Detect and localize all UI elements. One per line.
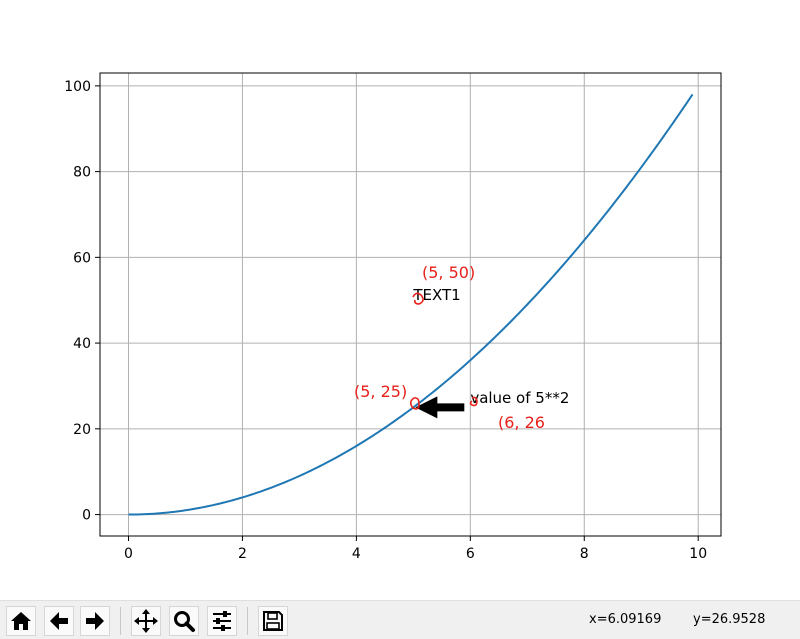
floppy-disk-icon <box>263 611 283 631</box>
top-strip <box>0 0 260 1</box>
x-tick-label: 10 <box>689 546 707 562</box>
cursor-x-readout: x=6.09169 <box>589 612 662 627</box>
handwritten-note-6-26: (6, 26 <box>498 413 545 432</box>
handwritten-circle-arrow-tail <box>469 396 478 407</box>
figure-canvas: 0 2 4 6 8 10 0 20 40 60 80 100 TEXT1 value of 5**2… <box>64 72 722 562</box>
y-tick-label: 20 <box>73 422 91 438</box>
arrow-right-icon <box>86 612 104 630</box>
back-button[interactable] <box>44 606 74 636</box>
home-button[interactable] <box>6 606 36 636</box>
navigation-toolbar <box>0 600 800 639</box>
y-tick-label: 100 <box>64 79 91 95</box>
toolbar-separator <box>247 607 248 635</box>
handwritten-note-5-25: (5, 25) <box>354 382 407 401</box>
grid <box>100 73 721 536</box>
annotation-arrow-head <box>415 396 438 419</box>
move-icon <box>134 609 158 633</box>
y-tick-label: 60 <box>73 250 91 266</box>
y-axis-ticks: 0 20 40 60 80 100 <box>64 79 100 524</box>
handwritten-marks <box>409 292 478 410</box>
y-tick-label: 0 <box>82 508 91 524</box>
handwritten-circle-text1 <box>412 292 424 305</box>
annotation-arrow <box>415 396 465 419</box>
toolbar-separator <box>120 607 121 635</box>
x-tick-label: 0 <box>124 546 133 562</box>
x-tick-label: 4 <box>352 546 361 562</box>
configure-subplots-button[interactable] <box>207 606 237 636</box>
annotation-value-of-5-squared: value of 5**2 <box>470 389 569 407</box>
axes-frame <box>99 72 722 537</box>
forward-button[interactable] <box>80 606 110 636</box>
save-button[interactable] <box>258 606 288 636</box>
x-tick-label: 6 <box>466 546 475 562</box>
x-tick-label: 8 <box>580 546 589 562</box>
arrow-left-icon <box>50 612 68 630</box>
cursor-y-readout: y=26.9528 <box>693 612 766 627</box>
annotation-text1: TEXT1 <box>412 286 460 304</box>
home-icon <box>11 612 31 630</box>
series-line <box>128 93 694 516</box>
y-tick-label: 80 <box>73 165 91 181</box>
x-axis-ticks: 0 2 4 6 8 10 <box>124 536 707 562</box>
handwritten-circle-arrow-tip <box>409 397 420 410</box>
magnifier-icon <box>174 611 195 632</box>
zoom-button[interactable] <box>169 606 199 636</box>
pan-button[interactable] <box>131 606 161 636</box>
x-tick-label: 2 <box>238 546 247 562</box>
sliders-icon <box>213 611 231 631</box>
y-tick-label: 40 <box>73 336 91 352</box>
handwritten-note-5-50: (5, 50) <box>422 263 475 282</box>
